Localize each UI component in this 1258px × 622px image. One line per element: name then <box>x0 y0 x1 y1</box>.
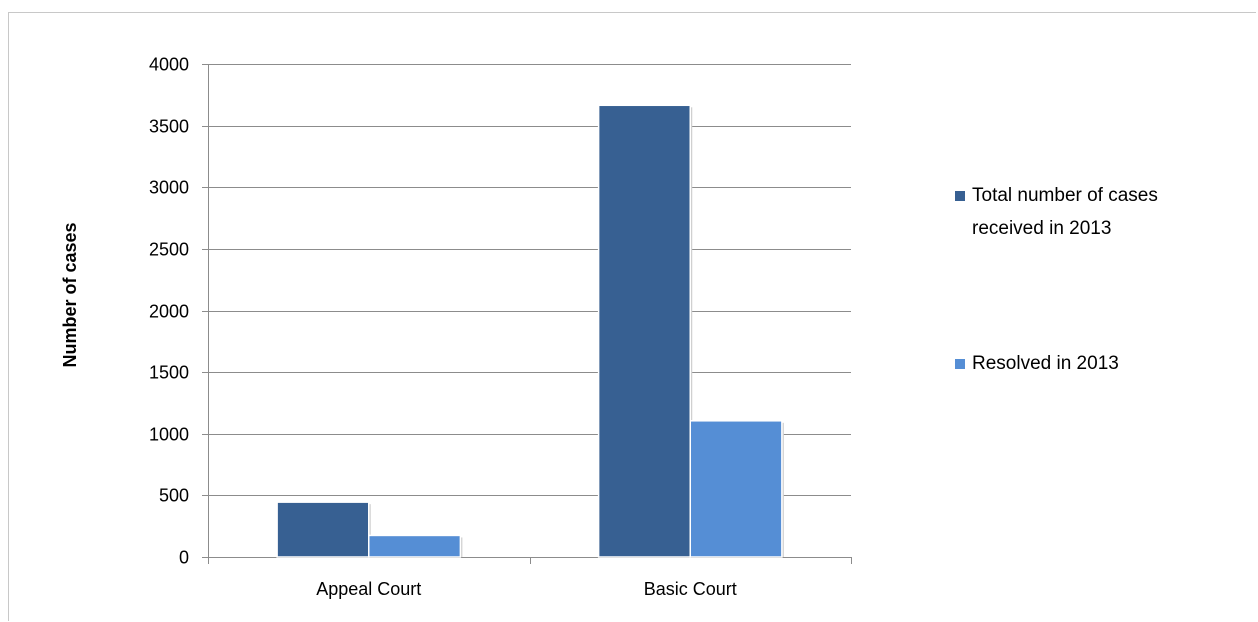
y-tick-label: 500 <box>159 486 189 506</box>
y-tick-label: 3000 <box>149 178 189 198</box>
bar-total-received-basic-court <box>597 104 691 558</box>
y-tick-label: 1000 <box>149 425 189 445</box>
y-tick-label: 3500 <box>149 117 189 137</box>
y-tick-label: 0 <box>179 548 189 568</box>
bars <box>276 104 784 558</box>
y-tick-label: 2500 <box>149 240 189 260</box>
legend-label: received in 2013 <box>972 218 1111 239</box>
bar-resolved-basic-court <box>689 420 783 558</box>
bar-chart: 0 500 1000 1500 2000 2500 3000 3500 4000 Appeal C… <box>60 55 1158 600</box>
y-tick-label: 1500 <box>149 363 189 383</box>
legend: Total number of cases received in 2013 Res… <box>955 185 1158 374</box>
x-category-label: Basic Court <box>644 579 737 599</box>
chart-area: 0 500 1000 1500 2000 2500 3000 3500 4000 Appeal C… <box>8 12 1256 621</box>
legend-swatch <box>955 359 965 369</box>
y-tick-label: 4000 <box>149 55 189 75</box>
gridlines <box>208 64 851 496</box>
bar-resolved-appeal-court <box>368 534 462 558</box>
y-axis-title: Number of cases <box>60 222 80 367</box>
legend-swatch <box>955 191 965 201</box>
legend-label: Resolved in 2013 <box>972 353 1119 374</box>
bar-total-received-appeal-court <box>276 501 370 558</box>
legend-label: Total number of cases <box>972 185 1158 206</box>
y-tick-label: 2000 <box>149 302 189 322</box>
x-category-label: Appeal Court <box>316 579 421 599</box>
axis-labels: 0 500 1000 1500 2000 2500 3000 3500 4000 Appeal C… <box>149 55 737 600</box>
